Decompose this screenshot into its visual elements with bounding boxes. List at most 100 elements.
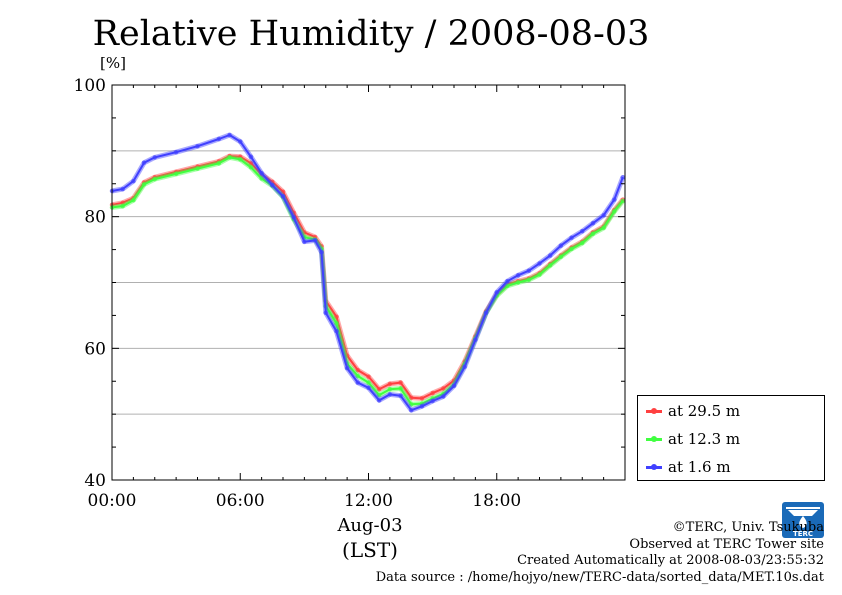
data-point bbox=[451, 383, 457, 389]
data-point bbox=[376, 398, 382, 403]
data-point bbox=[569, 246, 574, 252]
grid-lines bbox=[112, 150, 625, 415]
data-point bbox=[505, 283, 510, 288]
data-point bbox=[216, 161, 222, 166]
chart-credits: ©TERC, Univ. Tsukuba Observed at TERC To… bbox=[376, 520, 824, 586]
data-point bbox=[441, 394, 446, 399]
data-point bbox=[259, 176, 264, 181]
data-point bbox=[547, 263, 553, 268]
data-point bbox=[601, 213, 606, 218]
data-point bbox=[494, 290, 499, 295]
x-tick-label: 12:00 bbox=[344, 491, 393, 511]
data-point bbox=[612, 197, 617, 202]
series-line bbox=[111, 155, 624, 400]
legend-swatch-red bbox=[646, 407, 662, 414]
data-point bbox=[216, 136, 222, 142]
data-point bbox=[131, 198, 136, 203]
data-point bbox=[483, 310, 489, 315]
series-halo bbox=[111, 132, 626, 413]
data-point bbox=[387, 381, 393, 387]
data-point bbox=[580, 240, 585, 246]
y-tick-label: 100 bbox=[74, 76, 106, 96]
terc-logo-icon: TERC bbox=[782, 502, 824, 538]
data-point bbox=[248, 161, 254, 166]
data-point bbox=[248, 154, 254, 159]
data-point bbox=[387, 386, 393, 392]
legend-item-12-3m: at 12.3 m bbox=[646, 429, 740, 449]
data-point bbox=[120, 203, 125, 209]
data-point bbox=[398, 386, 403, 391]
data-point bbox=[526, 268, 532, 273]
data-point bbox=[344, 365, 350, 371]
data-point bbox=[601, 225, 606, 231]
data-point bbox=[409, 402, 414, 407]
data-point bbox=[620, 174, 626, 180]
legend-item-1-6m: at 1.6 m bbox=[646, 457, 731, 477]
data-point bbox=[323, 310, 328, 315]
y-axis-unit-label: [%] bbox=[100, 54, 126, 72]
data-point bbox=[569, 235, 574, 240]
data-point bbox=[120, 200, 125, 206]
x-axis-date-label: Aug-03 bbox=[337, 515, 403, 536]
logo-text: TERC bbox=[792, 530, 814, 538]
data-point bbox=[515, 273, 521, 278]
data-point bbox=[334, 329, 339, 334]
data-point bbox=[334, 314, 339, 319]
y-tick-label: 80 bbox=[84, 208, 106, 228]
data-point bbox=[312, 238, 318, 243]
data-point bbox=[419, 396, 425, 401]
series-2 bbox=[109, 132, 626, 413]
data-point bbox=[376, 386, 382, 392]
axis-ticks: 40 60 80 100 00:00 06:00 12:00 18:00 bbox=[74, 76, 626, 511]
data-point bbox=[280, 194, 286, 199]
data-point bbox=[430, 398, 435, 404]
data-point bbox=[195, 166, 200, 171]
data-point bbox=[558, 254, 564, 260]
series-0 bbox=[109, 153, 626, 401]
data-point bbox=[238, 157, 243, 162]
copyright-text: ©TERC, Univ. Tsukuba bbox=[672, 520, 824, 535]
data-point bbox=[355, 380, 361, 385]
data-point bbox=[612, 209, 617, 214]
legend-label: at 29.5 m bbox=[668, 402, 741, 420]
series-halo bbox=[111, 154, 625, 407]
data-point bbox=[248, 165, 254, 170]
data-point bbox=[558, 243, 564, 248]
legend-label: at 1.6 m bbox=[668, 458, 731, 476]
data-point bbox=[319, 250, 324, 255]
data-point bbox=[462, 364, 467, 369]
data-point bbox=[590, 221, 596, 226]
data-point bbox=[259, 171, 264, 176]
data-point bbox=[173, 171, 179, 177]
data-point bbox=[409, 395, 414, 400]
data-point bbox=[302, 239, 307, 244]
series-line bbox=[111, 134, 624, 412]
series-1 bbox=[109, 154, 626, 407]
data-point bbox=[547, 253, 553, 258]
data-point bbox=[195, 144, 200, 149]
legend-item-29-5m: at 29.5 m bbox=[646, 401, 740, 421]
data-point bbox=[291, 215, 296, 220]
data-point bbox=[238, 139, 243, 144]
data-point bbox=[473, 337, 478, 342]
data-point bbox=[131, 178, 136, 184]
data-point bbox=[366, 385, 371, 391]
y-tick-label: 40 bbox=[84, 471, 106, 491]
data-point bbox=[419, 404, 425, 409]
data-point bbox=[620, 198, 626, 204]
data-point bbox=[398, 393, 403, 398]
legend-swatch-green bbox=[646, 435, 662, 442]
series-line bbox=[111, 156, 624, 406]
y-tick-label: 60 bbox=[84, 339, 106, 359]
data-point bbox=[430, 390, 435, 396]
data-point bbox=[355, 373, 361, 379]
data-point bbox=[280, 189, 286, 194]
data-point bbox=[120, 186, 125, 192]
data-point bbox=[355, 367, 361, 373]
data-point bbox=[409, 408, 414, 413]
data-point bbox=[376, 392, 382, 398]
data-point bbox=[526, 277, 532, 283]
x-axis-zone-label: (LST) bbox=[342, 538, 398, 562]
chart-title: Relative Humidity / 2008-08-03 bbox=[92, 14, 650, 54]
